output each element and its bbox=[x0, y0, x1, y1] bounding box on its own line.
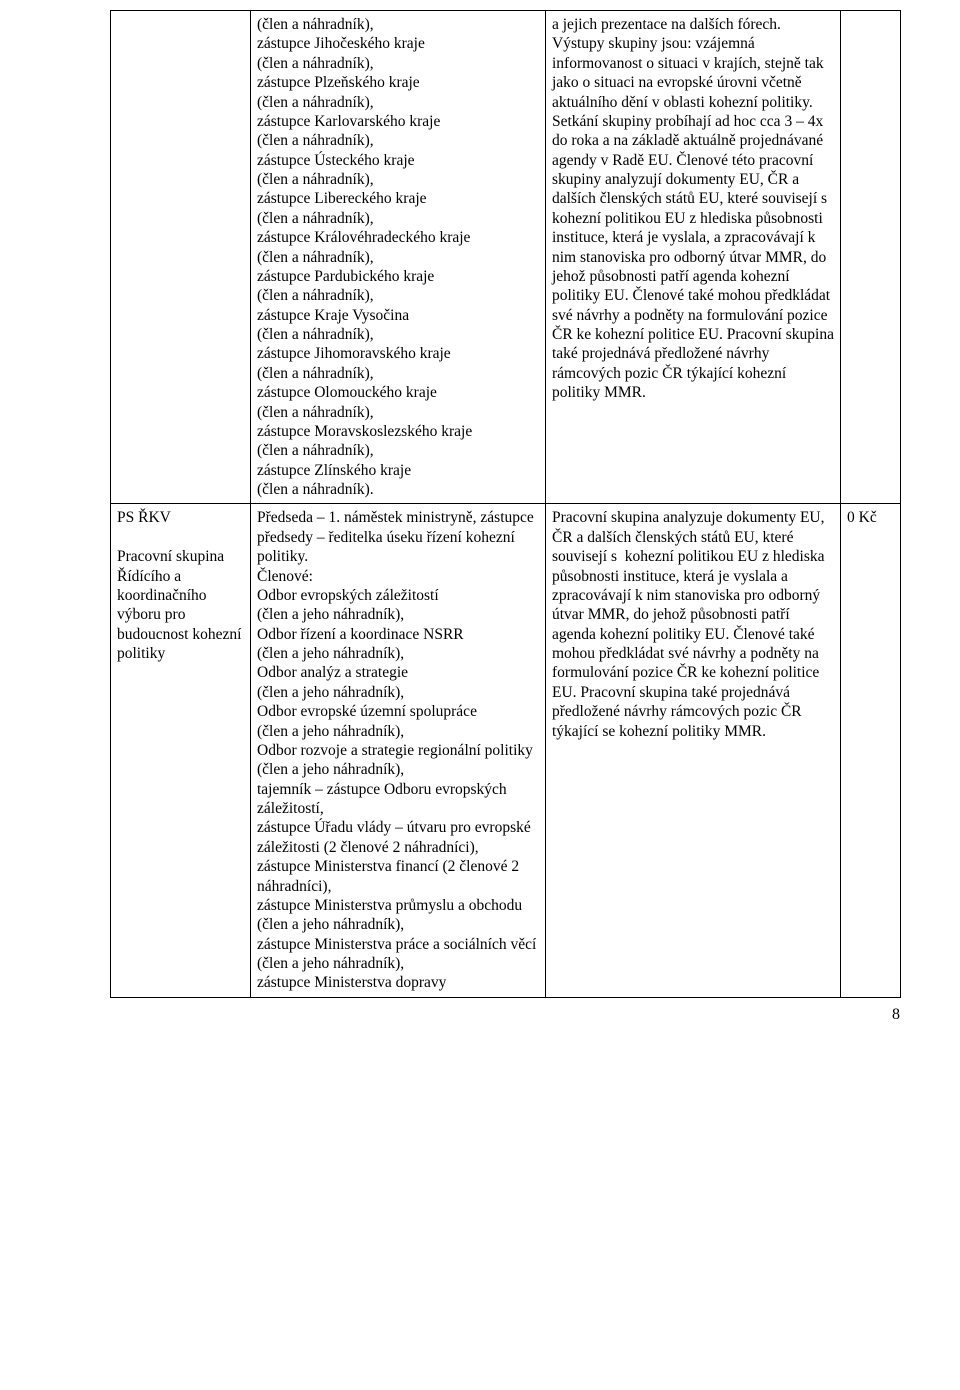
cell-col3: a jejich prezentace na dalších fórech. V… bbox=[546, 11, 841, 504]
page: (člen a náhradník), zástupce Jihočeského… bbox=[0, 0, 960, 1054]
cell-col1 bbox=[111, 11, 251, 504]
cell-col4: 0 Kč bbox=[841, 504, 901, 997]
cell-col4 bbox=[841, 11, 901, 504]
table-row: (člen a náhradník), zástupce Jihočeského… bbox=[111, 11, 901, 504]
cell-col1: PS ŘKV Pracovní skupina Řídícího a koord… bbox=[111, 504, 251, 997]
cell-col2: (člen a náhradník), zástupce Jihočeského… bbox=[251, 11, 546, 504]
cell-text: Předseda – 1. náměstek ministryně, zástu… bbox=[257, 508, 539, 992]
cell-text: Pracovní skupina analyzuje dokumenty EU,… bbox=[552, 508, 834, 741]
cell-text: PS ŘKV Pracovní skupina Řídícího a koord… bbox=[117, 508, 244, 663]
cell-text: (člen a náhradník), zástupce Jihočeského… bbox=[257, 15, 539, 499]
cell-col2: Předseda – 1. náměstek ministryně, zástu… bbox=[251, 504, 546, 997]
content-table: (člen a náhradník), zástupce Jihočeského… bbox=[110, 10, 901, 998]
cell-text: a jejich prezentace na dalších fórech. V… bbox=[552, 15, 834, 403]
cell-col3: Pracovní skupina analyzuje dokumenty EU,… bbox=[546, 504, 841, 997]
page-number: 8 bbox=[110, 1006, 900, 1024]
table-row: PS ŘKV Pracovní skupina Řídícího a koord… bbox=[111, 504, 901, 997]
cell-text: 0 Kč bbox=[847, 508, 894, 527]
